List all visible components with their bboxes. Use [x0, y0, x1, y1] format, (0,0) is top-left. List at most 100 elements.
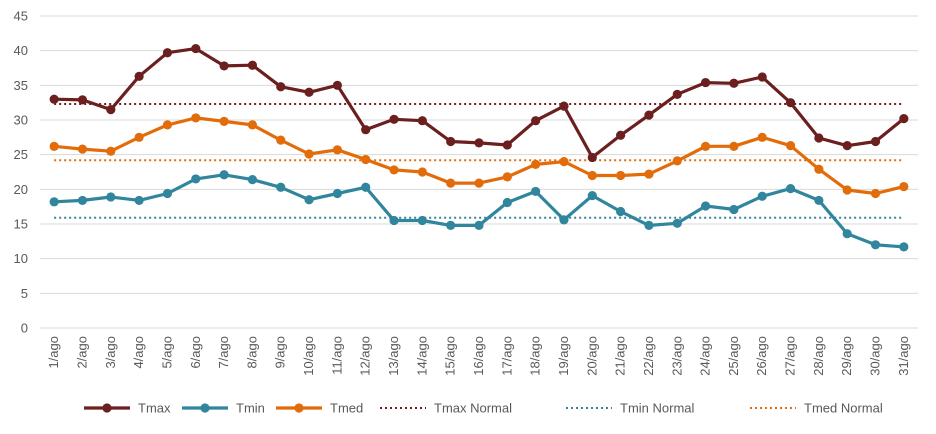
point-tmed — [106, 146, 116, 156]
point-tmax — [785, 98, 796, 108]
point-tmax — [474, 138, 484, 148]
point-tmed — [587, 170, 597, 181]
x-tick-label: 27/ago — [783, 336, 798, 376]
x-tick-label: 10/ago — [301, 336, 316, 376]
series-group — [49, 43, 909, 252]
x-tick-label: 17/ago — [499, 336, 514, 376]
point-tmax — [219, 61, 229, 71]
point-tmed — [842, 185, 852, 195]
point-tmax — [842, 141, 852, 151]
point-tmed — [389, 165, 399, 175]
point-tmax — [49, 94, 59, 104]
point-tmax — [729, 78, 739, 88]
y-tick-label: 35 — [14, 78, 28, 93]
point-tmed — [361, 154, 371, 165]
legend-marker-tmed — [294, 403, 304, 413]
legend-label-tmax-normal: Tmax Normal — [434, 401, 512, 416]
point-tmax — [134, 71, 144, 81]
point-tmax — [870, 136, 881, 147]
point-tmin — [814, 195, 824, 206]
x-tick-label: 23/ago — [669, 336, 684, 376]
point-tmin — [77, 195, 88, 206]
x-tick-label: 18/ago — [528, 336, 543, 376]
point-tmin — [332, 188, 342, 199]
point-tmin — [106, 192, 116, 202]
x-tick-label: 21/ago — [613, 336, 628, 376]
point-tmed — [899, 181, 909, 192]
point-tmin — [446, 220, 456, 230]
point-tmin — [644, 220, 654, 230]
point-tmin — [389, 215, 399, 226]
point-tmed — [531, 159, 541, 169]
legend-label-tmin-normal: Tmin Normal — [620, 401, 695, 416]
point-tmax — [672, 89, 682, 99]
point-tmax — [106, 105, 116, 115]
point-tmin — [785, 184, 796, 194]
x-tick-label: 19/ago — [556, 336, 571, 376]
x-tick-label: 20/ago — [584, 336, 599, 376]
point-tmed — [729, 141, 739, 151]
point-tmed — [785, 141, 796, 151]
point-tmed — [49, 141, 59, 151]
point-tmed — [134, 132, 144, 142]
point-tmin — [531, 186, 541, 197]
point-tmin — [502, 197, 512, 208]
x-tick-label: 31/ago — [896, 336, 911, 376]
y-tick-label: 5 — [21, 286, 28, 301]
point-tmax — [276, 82, 286, 92]
point-tmax — [446, 136, 456, 147]
point-tmin — [474, 220, 484, 230]
point-tmax — [162, 48, 173, 58]
point-tmed — [870, 188, 881, 199]
point-tmin — [587, 190, 597, 201]
point-tmin — [672, 218, 682, 228]
point-tmed — [332, 145, 342, 155]
x-tick-label: 25/ago — [726, 336, 741, 376]
point-tmed — [304, 149, 314, 159]
x-tick-label: 5/ago — [159, 336, 174, 369]
x-tick-label: 11/ago — [329, 336, 344, 375]
x-tick-label: 28/ago — [811, 336, 826, 376]
x-tick-label: 3/ago — [103, 336, 118, 369]
point-tmax — [644, 110, 654, 120]
point-tmax — [191, 43, 201, 54]
point-tmin — [247, 175, 258, 185]
point-tmax — [757, 72, 767, 82]
point-tmin — [842, 229, 852, 239]
legend-label-tmax: Tmax — [138, 401, 171, 416]
point-tmax — [700, 77, 711, 88]
x-tick-label: 24/ago — [698, 336, 713, 376]
point-tmin — [870, 240, 881, 250]
x-axis-ticks: 1/ago 2/ago 3/ago 4/ago 5/ago 6/ago 7/ago 8/ago… — [46, 336, 911, 376]
x-tick-label: 12/ago — [358, 336, 373, 376]
legend-marker-tmax — [102, 403, 112, 413]
legend-marker-tmin — [200, 403, 210, 413]
point-tmin — [49, 197, 59, 207]
legend-label-tmin: Tmin — [236, 401, 265, 416]
point-tmax — [531, 116, 541, 126]
point-tmax — [247, 60, 258, 70]
point-tmed — [417, 167, 427, 177]
point-tmed — [162, 120, 173, 130]
y-tick-label: 30 — [14, 113, 28, 128]
point-tmed — [559, 157, 569, 167]
x-tick-label: 4/ago — [131, 336, 146, 369]
y-tick-label: 0 — [21, 321, 28, 336]
point-tmed — [191, 113, 201, 123]
x-tick-label: 15/ago — [443, 336, 458, 376]
y-tick-label: 45 — [14, 9, 28, 24]
point-tmin — [757, 191, 767, 201]
point-tmax — [814, 133, 824, 143]
point-tmin — [219, 170, 229, 180]
legend-label-tmed-normal: Tmed Normal — [804, 401, 883, 416]
point-tmin — [191, 174, 201, 184]
point-tmax — [899, 114, 909, 124]
y-tick-label: 20 — [14, 182, 28, 197]
point-tmin — [162, 188, 173, 199]
legend: Tmax Tmin Tmed Tmax Normal Tmin Normal Tmed N… — [84, 401, 883, 416]
point-tmax — [332, 80, 342, 90]
point-tmin — [134, 195, 144, 206]
point-tmed — [247, 120, 258, 130]
point-tmin — [616, 206, 626, 217]
